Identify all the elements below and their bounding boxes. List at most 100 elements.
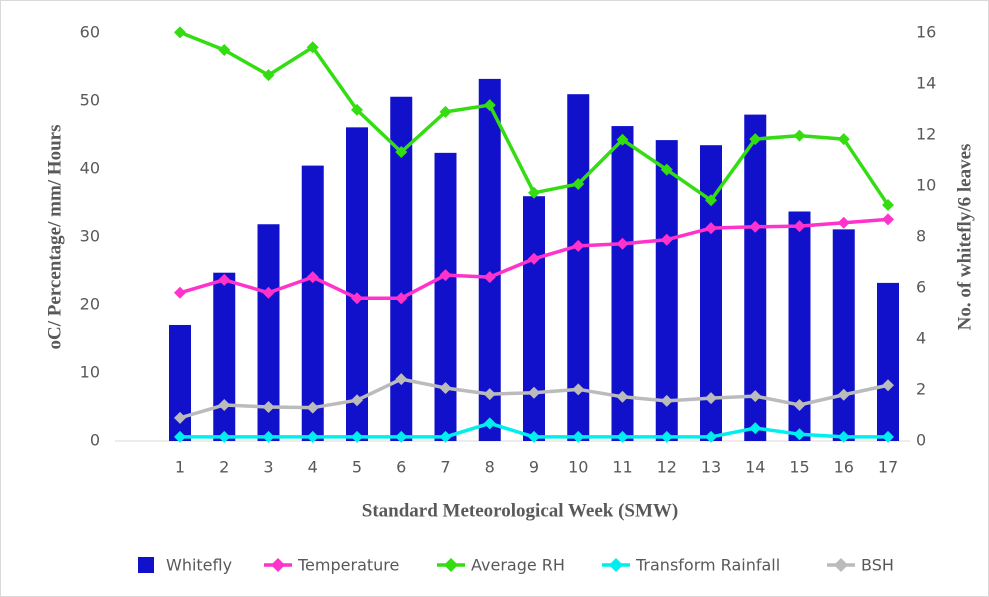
marker — [572, 239, 585, 252]
marker — [351, 292, 363, 305]
marker — [395, 373, 408, 386]
bar — [301, 165, 324, 441]
legend-label: Whitefly — [166, 556, 232, 575]
marker — [749, 422, 762, 435]
bar — [478, 78, 501, 442]
bar — [877, 282, 899, 441]
marker — [306, 271, 319, 284]
marker — [749, 390, 762, 403]
marker — [705, 194, 717, 207]
x-tick-label: 16 — [834, 458, 854, 477]
marker — [218, 44, 231, 56]
legend-label: BSH — [861, 556, 894, 575]
y-tick-label: 0 — [90, 431, 100, 450]
x-tick-label: 13 — [701, 458, 721, 477]
marker — [218, 273, 231, 286]
marker — [793, 220, 806, 233]
marker — [262, 69, 275, 82]
marker — [306, 401, 319, 414]
marker — [660, 430, 673, 443]
y-axis-title: oC/ Percentage/ mm/ Hours — [44, 125, 65, 350]
y2-tick-label: 12 — [916, 125, 936, 144]
legend-swatch — [444, 558, 458, 572]
marker — [705, 222, 717, 235]
marker — [351, 103, 363, 116]
marker — [837, 216, 850, 229]
marker — [395, 146, 408, 158]
marker — [528, 186, 540, 199]
x-tick-label: 5 — [352, 458, 362, 477]
marker — [837, 388, 850, 401]
y2-tick-label: 6 — [916, 278, 926, 297]
y-tick-label: 30 — [80, 227, 100, 246]
marker — [749, 133, 762, 146]
marker — [351, 394, 363, 407]
y-tick-label: 60 — [80, 23, 100, 42]
marker — [483, 99, 496, 112]
x-tick-label: 17 — [878, 458, 898, 477]
marker — [174, 411, 186, 424]
marker — [306, 430, 319, 443]
x-tick-label: 4 — [308, 458, 318, 477]
y2-tick-label: 14 — [916, 74, 936, 93]
bar — [434, 152, 457, 441]
marker — [616, 430, 629, 443]
y2-axis-title: No. of whitefly/6 leaves — [954, 144, 975, 331]
x-tick-label: 10 — [568, 458, 588, 477]
x-tick-label: 8 — [485, 458, 495, 477]
marker — [616, 390, 629, 403]
marker — [439, 381, 452, 394]
marker — [483, 388, 496, 401]
marker — [218, 430, 231, 443]
y2-tick-label: 2 — [916, 380, 926, 399]
legend-swatch — [609, 558, 623, 572]
y-tick-label: 10 — [80, 363, 100, 382]
bar — [832, 229, 855, 441]
marker — [528, 430, 540, 443]
y-tick-label: 50 — [80, 91, 100, 110]
marker — [262, 286, 275, 299]
bar — [169, 324, 191, 441]
marker — [174, 430, 186, 443]
marker — [882, 379, 894, 392]
marker — [660, 163, 673, 176]
legend-swatch — [271, 558, 285, 572]
marker — [483, 271, 496, 284]
bar — [655, 140, 678, 441]
marker — [351, 430, 363, 443]
y2-tick-label: 10 — [916, 176, 936, 195]
marker — [882, 430, 894, 443]
marker — [572, 430, 585, 443]
x-tick-label: 9 — [529, 458, 539, 477]
marker — [882, 199, 894, 212]
y-tick-label: 20 — [80, 295, 100, 314]
legend-swatch — [138, 557, 154, 573]
x-tick-label: 11 — [612, 458, 632, 477]
marker — [837, 133, 850, 146]
legend-label: Temperature — [297, 556, 399, 575]
bar — [523, 196, 545, 441]
marker — [218, 398, 231, 411]
marker — [306, 41, 319, 54]
marker — [616, 237, 629, 250]
x-tick-label: 14 — [745, 458, 765, 477]
marker — [837, 430, 850, 443]
marker — [660, 394, 673, 407]
marker — [528, 386, 540, 399]
x-tick-label: 12 — [657, 458, 677, 477]
marker — [395, 430, 408, 443]
bar — [257, 224, 280, 441]
bar — [346, 127, 368, 441]
marker — [528, 252, 540, 265]
x-tick-label: 3 — [263, 458, 273, 477]
y2-tick-label: 4 — [916, 329, 926, 348]
marker — [395, 292, 408, 305]
legend-label: Average RH — [471, 556, 565, 575]
y2-tick-label: 0 — [916, 431, 926, 450]
marker — [174, 26, 186, 39]
bar — [744, 114, 767, 441]
marker — [882, 213, 894, 226]
x-tick-label: 1 — [175, 458, 185, 477]
marker — [439, 105, 452, 118]
